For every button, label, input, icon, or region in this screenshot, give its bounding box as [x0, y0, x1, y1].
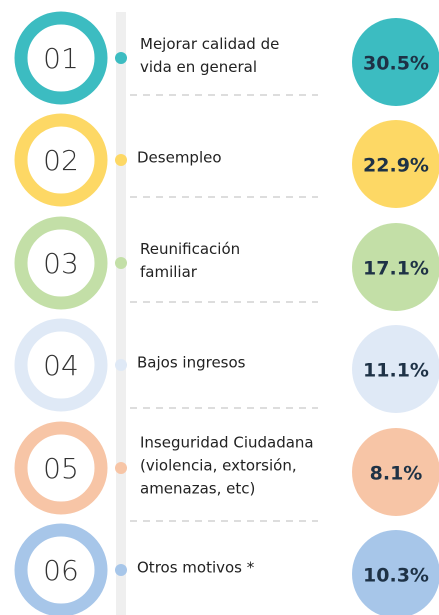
item-label: Desempleo	[137, 149, 222, 167]
timeline-dot	[115, 564, 127, 576]
item-label: Otros motivos *	[137, 559, 255, 577]
item-number: 04	[43, 349, 79, 382]
item-label: vida en general	[140, 58, 257, 76]
item-number: 01	[43, 42, 79, 75]
item-label: Reunificación	[140, 240, 240, 258]
value-circle	[352, 120, 439, 208]
item-number: 05	[43, 452, 79, 485]
item-label: Bajos ingresos	[137, 354, 246, 372]
timeline-dot	[115, 52, 127, 64]
value-circle	[352, 325, 439, 413]
number-ring	[14, 113, 108, 207]
timeline-dot	[115, 257, 127, 269]
value-circle	[352, 428, 439, 516]
item-label: Inseguridad Ciudadana	[140, 434, 314, 452]
value-circle	[352, 18, 439, 106]
item-value: 17.1%	[363, 258, 429, 280]
item-value: 11.1%	[363, 360, 429, 382]
value-circle	[352, 223, 439, 311]
number-ring	[14, 11, 108, 105]
item-number: 02	[43, 144, 79, 177]
timeline-dot	[115, 154, 127, 166]
number-ring	[14, 318, 108, 412]
number-ring	[14, 421, 108, 515]
item-value: 30.5%	[363, 53, 429, 75]
timeline-dot	[115, 359, 127, 371]
item-value: 22.9%	[363, 155, 429, 177]
item-value: 10.3%	[363, 565, 429, 587]
item-label: Mejorar calidad de	[140, 35, 279, 53]
item-number: 06	[43, 554, 79, 587]
item-label: (violencia, extorsión,	[140, 457, 297, 475]
item-value: 8.1%	[370, 463, 423, 485]
item-number: 03	[43, 247, 79, 280]
value-circle	[352, 530, 439, 615]
item-label: familiar	[140, 263, 198, 281]
number-ring	[14, 523, 108, 615]
timeline-bar	[116, 12, 126, 615]
timeline-dot	[115, 462, 127, 474]
number-ring	[14, 216, 108, 310]
item-label: amenazas, etc)	[140, 480, 255, 498]
